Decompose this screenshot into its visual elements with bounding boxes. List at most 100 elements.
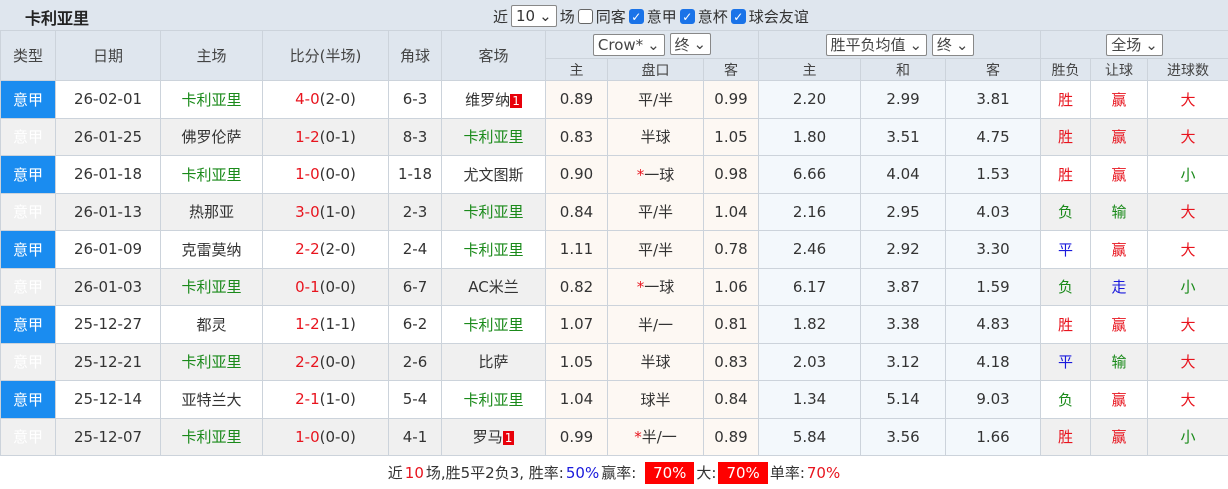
away-team[interactable]: 维罗纳 bbox=[465, 91, 510, 109]
ah-line-value: 球半 bbox=[640, 391, 670, 409]
home-team-cell[interactable]: 卡利亚里 bbox=[161, 268, 263, 306]
away-team[interactable]: 卡利亚里 bbox=[463, 241, 523, 259]
away-team[interactable]: 比萨 bbox=[478, 353, 508, 371]
cover-rate: 70% bbox=[645, 462, 694, 484]
full-score: 4-0 bbox=[295, 90, 320, 108]
ah-line-value: 半/一 bbox=[638, 316, 673, 334]
eu-type-select[interactable]: 胜平负均值⌄ bbox=[826, 34, 928, 56]
away-team[interactable]: 卡利亚里 bbox=[463, 128, 523, 146]
home-team[interactable]: 克雷莫纳 bbox=[181, 241, 241, 259]
league-label: 意甲 bbox=[647, 6, 677, 27]
eu-draw-odds: 3.87 bbox=[861, 268, 946, 306]
ah-line-value: 平/半 bbox=[638, 91, 673, 109]
same-away-label: 同客 bbox=[596, 6, 626, 27]
away-team-cell[interactable]: 卡利亚里 bbox=[442, 381, 546, 419]
goals-result: 大 bbox=[1148, 231, 1228, 269]
eu-home-odds: 1.34 bbox=[759, 381, 861, 419]
away-team[interactable]: 卡利亚里 bbox=[463, 316, 523, 334]
count-value: 10 bbox=[516, 7, 535, 25]
away-team-cell[interactable]: AC米兰 bbox=[442, 268, 546, 306]
away-team[interactable]: 尤文图斯 bbox=[463, 166, 523, 184]
corner-cell: 2-3 bbox=[389, 193, 442, 231]
home-team[interactable]: 卡利亚里 bbox=[181, 166, 241, 184]
home-team[interactable]: 卡利亚里 bbox=[181, 353, 241, 371]
away-team-cell[interactable]: 卡利亚里 bbox=[442, 193, 546, 231]
ah-company-value: Crow* bbox=[598, 36, 643, 54]
away-team-cell[interactable]: 卡利亚里 bbox=[442, 231, 546, 269]
ah-company-select[interactable]: Crow*⌄ bbox=[593, 34, 665, 56]
home-team[interactable]: 佛罗伦萨 bbox=[181, 128, 241, 146]
home-team[interactable]: 热那亚 bbox=[189, 203, 234, 221]
league-checkbox-2[interactable]: ✓ bbox=[731, 9, 746, 24]
goals-result: 大 bbox=[1148, 81, 1228, 119]
eu-draw-odds: 2.99 bbox=[861, 81, 946, 119]
eu-away-odds: 9.03 bbox=[946, 381, 1041, 419]
away-team-cell[interactable]: 卡利亚里 bbox=[442, 118, 546, 156]
home-team[interactable]: 卡利亚里 bbox=[181, 428, 241, 446]
ah-stage-select[interactable]: 终⌄ bbox=[670, 33, 712, 55]
league-cell[interactable]: 意甲 bbox=[1, 118, 56, 156]
away-team[interactable]: 卡利亚里 bbox=[463, 391, 523, 409]
ah-line: 平/半 bbox=[608, 81, 704, 119]
league-cell[interactable]: 意甲 bbox=[1, 231, 56, 269]
full-score: 2-1 bbox=[295, 390, 320, 408]
home-team-cell[interactable]: 卡利亚里 bbox=[161, 418, 263, 456]
away-team-cell[interactable]: 比萨 bbox=[442, 343, 546, 381]
league-cell[interactable]: 意甲 bbox=[1, 343, 56, 381]
home-team-cell[interactable]: 卡利亚里 bbox=[161, 343, 263, 381]
ah-line: *半/一 bbox=[608, 418, 704, 456]
league-checkbox-1[interactable]: ✓ bbox=[680, 9, 695, 24]
ah-away-odds: 1.04 bbox=[704, 193, 759, 231]
away-team[interactable]: 罗马 bbox=[473, 428, 503, 446]
home-team[interactable]: 卡利亚里 bbox=[181, 91, 241, 109]
corner-cell: 6-7 bbox=[389, 268, 442, 306]
corner-cell: 4-1 bbox=[389, 418, 442, 456]
result: 平 bbox=[1041, 343, 1091, 381]
league-cell[interactable]: 意甲 bbox=[1, 81, 56, 119]
header-handicap-result: 让球 bbox=[1091, 59, 1148, 81]
home-team-cell[interactable]: 卡利亚里 bbox=[161, 156, 263, 194]
header-eu-draw: 和 bbox=[861, 59, 946, 81]
scope-select[interactable]: 全场⌄ bbox=[1106, 34, 1163, 56]
away-team[interactable]: 卡利亚里 bbox=[463, 203, 523, 221]
league-cell[interactable]: 意甲 bbox=[1, 156, 56, 194]
league-cell[interactable]: 意甲 bbox=[1, 381, 56, 419]
ah-home-odds: 1.04 bbox=[546, 381, 608, 419]
away-team-cell[interactable]: 卡利亚里 bbox=[442, 306, 546, 344]
home-team-cell[interactable]: 佛罗伦萨 bbox=[161, 118, 263, 156]
summary-text: 大: bbox=[696, 462, 716, 483]
header-results: 全场⌄ bbox=[1041, 31, 1228, 59]
away-team-cell[interactable]: 尤文图斯 bbox=[442, 156, 546, 194]
home-team[interactable]: 都灵 bbox=[196, 316, 226, 334]
league-cell[interactable]: 意甲 bbox=[1, 306, 56, 344]
ah-line: 半球 bbox=[608, 118, 704, 156]
eu-home-odds: 6.17 bbox=[759, 268, 861, 306]
header-corner: 角球 bbox=[389, 31, 442, 81]
result: 负 bbox=[1041, 193, 1091, 231]
full-score: 0-1 bbox=[295, 278, 320, 296]
home-team-cell[interactable]: 热那亚 bbox=[161, 193, 263, 231]
eu-stage-select[interactable]: 终⌄ bbox=[932, 34, 974, 56]
away-team[interactable]: AC米兰 bbox=[468, 278, 518, 296]
eu-away-odds: 1.66 bbox=[946, 418, 1041, 456]
home-team[interactable]: 亚特兰大 bbox=[181, 391, 241, 409]
home-team[interactable]: 卡利亚里 bbox=[181, 278, 241, 296]
league-cell[interactable]: 意甲 bbox=[1, 193, 56, 231]
handicap-result: 赢 bbox=[1091, 381, 1148, 419]
same-away-checkbox[interactable] bbox=[578, 9, 593, 24]
league-cell[interactable]: 意甲 bbox=[1, 268, 56, 306]
home-team-cell[interactable]: 亚特兰大 bbox=[161, 381, 263, 419]
league-checkbox-0[interactable]: ✓ bbox=[629, 9, 644, 24]
league-cell[interactable]: 意甲 bbox=[1, 418, 56, 456]
home-team-cell[interactable]: 克雷莫纳 bbox=[161, 231, 263, 269]
goals-result: 大 bbox=[1148, 343, 1228, 381]
goals-result: 大 bbox=[1148, 381, 1228, 419]
home-team-cell[interactable]: 都灵 bbox=[161, 306, 263, 344]
home-team-cell[interactable]: 卡利亚里 bbox=[161, 81, 263, 119]
score-cell: 4-0(2-0) bbox=[263, 81, 389, 119]
ah-line-value: 半/一 bbox=[642, 428, 677, 446]
count-select[interactable]: 10⌄ bbox=[511, 5, 557, 27]
